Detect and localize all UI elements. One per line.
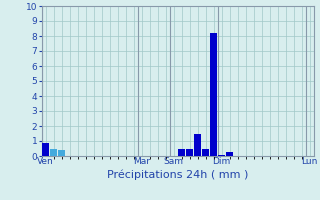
X-axis label: Précipitations 24h ( mm ): Précipitations 24h ( mm ) [107, 169, 248, 180]
Bar [202, 148, 209, 156]
Bar [42, 142, 49, 156]
Bar [58, 150, 65, 156]
Bar [210, 33, 217, 156]
Bar [186, 148, 193, 156]
Bar [218, 154, 225, 156]
Bar [178, 148, 185, 156]
Bar [50, 148, 57, 156]
Bar [226, 152, 233, 156]
Bar [194, 134, 201, 156]
